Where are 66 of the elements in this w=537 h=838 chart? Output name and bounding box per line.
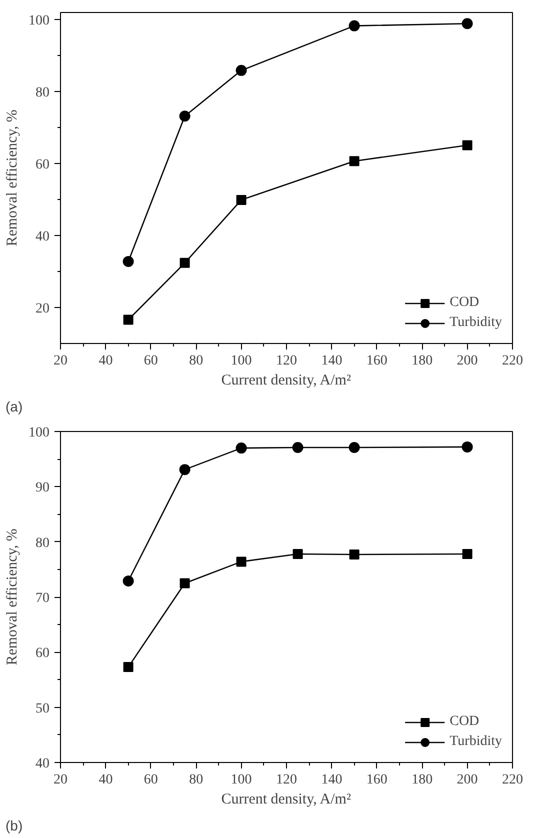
x-tick-label: 100: [230, 772, 252, 788]
x-tick-label: 180: [412, 354, 433, 368]
point: [179, 464, 190, 476]
legend-label: COD: [450, 714, 480, 730]
y-tick-label: 90: [36, 480, 50, 496]
x-tick-label: 40: [98, 772, 113, 788]
x-tick-label: 60: [144, 772, 158, 788]
point: [122, 576, 134, 586]
x-tick-label: 220: [502, 354, 523, 368]
point: [292, 548, 303, 559]
y-tick-label: 60: [36, 646, 50, 662]
point: [462, 548, 472, 559]
y-tick-label: 50: [36, 701, 50, 716]
y-tick-label: 80: [36, 536, 50, 551]
x-tick-label: 160: [366, 772, 388, 788]
y-axis-title: Removal efficiency, %: [4, 528, 20, 666]
y-tick-label: 40: [36, 230, 50, 245]
x-tick-label: 140: [321, 354, 342, 368]
legend-label: COD: [450, 295, 480, 311]
x-tick-label: 200: [456, 354, 478, 368]
point: [122, 256, 134, 267]
point: [236, 442, 247, 454]
y-tick-label: 100: [28, 426, 50, 440]
y-tick-label: 100: [28, 14, 50, 29]
y-tick-label: 40: [36, 756, 50, 772]
point: [123, 314, 134, 325]
y-axis-title: Removal efficiency, %: [4, 110, 20, 246]
x-tick-label: 120: [276, 354, 297, 368]
legend-label: Turbidity: [450, 315, 502, 331]
x-tick-label: 220: [502, 772, 523, 788]
x-axis-title: Current density, A/m²: [221, 792, 352, 808]
x-tick-label: 160: [366, 354, 388, 368]
legend-label: Turbidity: [450, 734, 502, 750]
x-tick-label: 20: [54, 354, 68, 368]
point: [348, 442, 360, 453]
x-tick-label: 120: [276, 772, 297, 788]
point: [123, 662, 134, 672]
point: [348, 20, 360, 32]
point: [292, 442, 304, 453]
x-tick-label: 200: [456, 772, 478, 788]
x-tick-label: 100: [230, 354, 252, 368]
point: [462, 441, 473, 452]
x-tick-label: 80: [189, 772, 204, 788]
point: [236, 194, 246, 205]
y-tick-label: 60: [36, 158, 50, 173]
point: [236, 556, 246, 567]
x-tick-label: 60: [144, 354, 158, 368]
point: [180, 578, 190, 588]
y-tick-label: 20: [36, 302, 50, 317]
x-tick-label: 140: [321, 772, 342, 788]
text: (b): [6, 818, 23, 834]
point: [349, 156, 360, 166]
x-tick-label: 180: [412, 772, 433, 788]
text: (a): [6, 398, 23, 414]
x-tick-label: 40: [98, 354, 113, 368]
point: [180, 258, 190, 268]
x-axis-title: Current density, A/m²: [221, 372, 352, 388]
point: [349, 550, 360, 560]
point: [236, 64, 247, 76]
point: [179, 110, 190, 122]
y-tick-label: 80: [36, 86, 50, 101]
point: [462, 18, 473, 30]
point: [462, 140, 472, 150]
x-tick-label: 80: [189, 354, 204, 368]
x-tick-label: 20: [54, 772, 68, 788]
y-tick-label: 70: [36, 591, 50, 606]
